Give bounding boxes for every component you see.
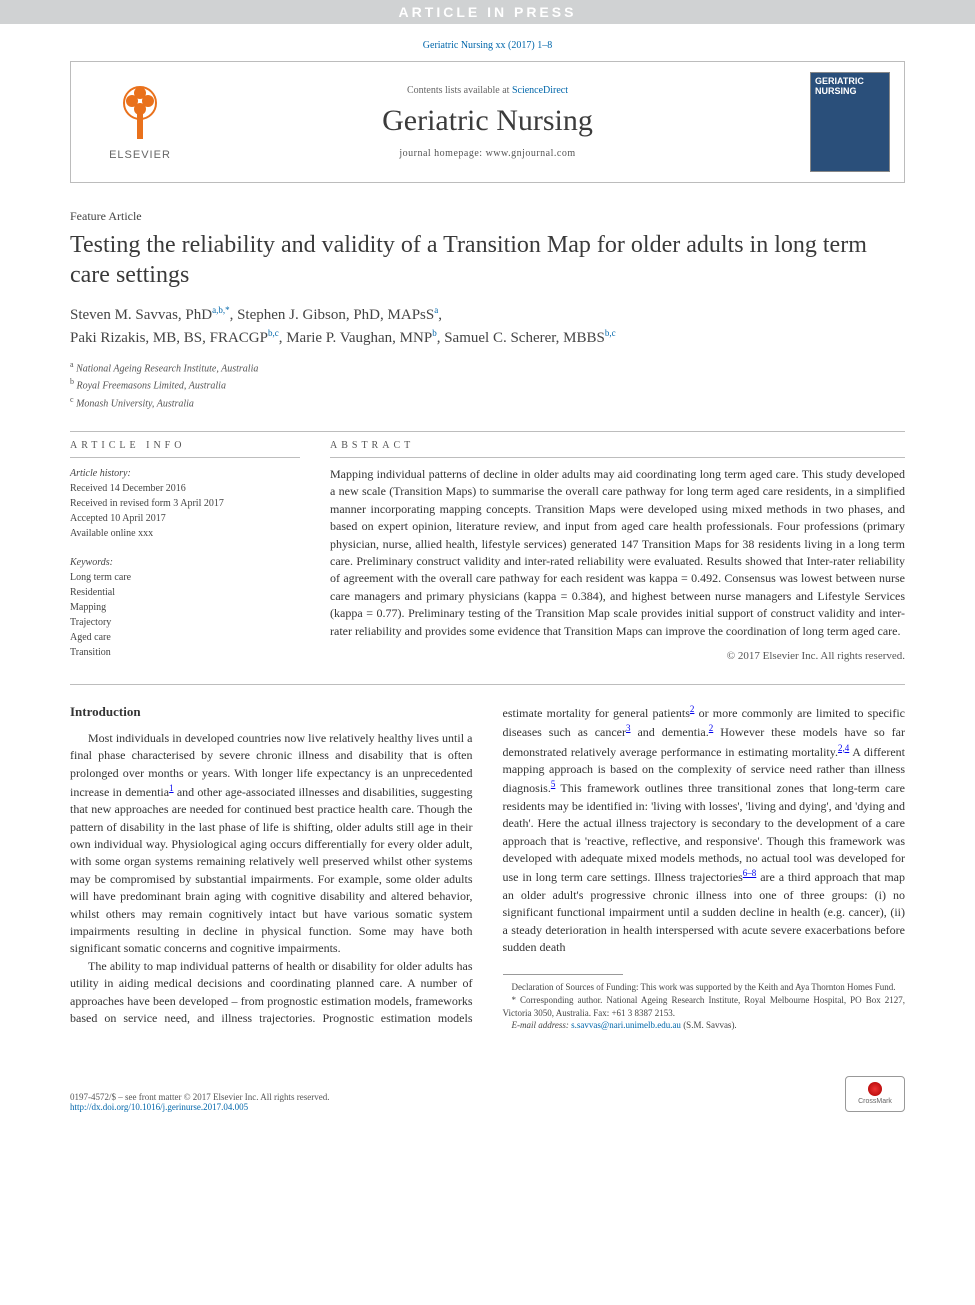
- author-3: Paki Rizakis, MB, BS, FRACGP: [70, 330, 268, 346]
- ref-24[interactable]: 2,4: [838, 743, 849, 753]
- author-sep-2: ,: [438, 307, 442, 323]
- author-5-aff[interactable]: b,c: [605, 328, 616, 338]
- citation-link[interactable]: Geriatric Nursing xx (2017) 1–8: [423, 40, 552, 51]
- footnote-funding: Declaration of Sources of Funding: This …: [503, 981, 906, 994]
- journal-masthead: ELSEVIER Contents lists available at Sci…: [70, 61, 905, 183]
- keyword-5: Transition: [70, 647, 111, 658]
- footnote-rule: [503, 974, 623, 975]
- abstract-body: Mapping individual patterns of decline i…: [330, 458, 905, 640]
- keyword-3: Trajectory: [70, 617, 111, 628]
- journal-cover-thumb: GERIATRIC NURSING: [810, 72, 890, 172]
- author-3-aff[interactable]: b,c: [268, 328, 279, 338]
- article-info-col: article info Article history: Received 1…: [70, 432, 300, 662]
- author-1: Steven M. Savvas, PhD: [70, 307, 212, 323]
- crossmark-badge[interactable]: CrossMark: [845, 1076, 905, 1112]
- footer-doi-link[interactable]: http://dx.doi.org/10.1016/j.gerinurse.20…: [70, 1102, 248, 1112]
- crossmark-label: CrossMark: [858, 1098, 892, 1105]
- p1b: and other age-associated illnesses and d…: [70, 785, 473, 956]
- affiliation-c: Monash University, Australia: [76, 398, 194, 409]
- elsevier-logo-icon: [110, 83, 170, 143]
- author-sep-3: , Marie P. Vaughan, MNP: [279, 330, 432, 346]
- article-type: Feature Article: [70, 209, 905, 224]
- journal-homepage-line: journal homepage: www.gnjournal.com: [205, 148, 770, 159]
- affiliation-a: National Ageing Research Institute, Aust…: [76, 363, 258, 374]
- abstract-heading: abstract: [330, 432, 905, 458]
- publisher-block: ELSEVIER: [85, 83, 195, 161]
- author-1-aff[interactable]: a,b,*: [212, 305, 230, 315]
- p2c: and dementia.: [631, 725, 709, 739]
- history-received: Received 14 December 2016: [70, 483, 186, 494]
- history-head: Article history:: [70, 468, 131, 479]
- author-sep-1: , Stephen J. Gibson, PhD, MAPsS: [230, 307, 435, 323]
- article-in-press-banner: ARTICLE IN PRESS: [0, 0, 975, 24]
- citation-line: Geriatric Nursing xx (2017) 1–8: [70, 24, 905, 61]
- abstract-col: abstract Mapping individual patterns of …: [330, 432, 905, 662]
- history-accepted: Accepted 10 April 2017: [70, 513, 166, 524]
- footnote-email-link[interactable]: s.savvas@nari.unimelb.edu.au: [571, 1020, 681, 1030]
- history-revised: Received in revised form 3 April 2017: [70, 498, 224, 509]
- authors-block: Steven M. Savvas, PhDa,b,*, Stephen J. G…: [70, 304, 905, 349]
- footer-issn: 0197-4572/$ – see front matter © 2017 El…: [70, 1092, 330, 1102]
- crossmark-icon: [868, 1082, 882, 1096]
- page-footer: 0197-4572/$ – see front matter © 2017 El…: [0, 1076, 975, 1122]
- cover-thumb-wrap: GERIATRIC NURSING: [780, 72, 890, 172]
- footnotes-block: Declaration of Sources of Funding: This …: [503, 981, 906, 1031]
- journal-name: Geriatric Nursing: [205, 104, 770, 138]
- keyword-0: Long term care: [70, 572, 131, 583]
- footnote-email-suffix: (S.M. Savvas).: [681, 1020, 737, 1030]
- contents-prefix: Contents lists available at: [407, 85, 512, 96]
- contents-lists-line: Contents lists available at ScienceDirec…: [205, 85, 770, 96]
- intro-para-1: Most individuals in developed countries …: [70, 730, 473, 958]
- author-sep-4: , Samuel C. Scherer, MBBS: [437, 330, 605, 346]
- affiliations-block: a National Ageing Research Institute, Au…: [70, 359, 905, 411]
- divider-full: [70, 684, 905, 685]
- footnote-corresponding: * Corresponding author. National Ageing …: [503, 994, 906, 1019]
- history-online: Available online xxx: [70, 528, 153, 539]
- keyword-1: Residential: [70, 587, 115, 598]
- homepage-url[interactable]: www.gnjournal.com: [486, 148, 576, 159]
- keyword-2: Mapping: [70, 602, 106, 613]
- article-info-heading: article info: [70, 432, 300, 458]
- publisher-name: ELSEVIER: [85, 149, 195, 161]
- article-title: Testing the reliability and validity of …: [70, 230, 905, 290]
- sciencedirect-link[interactable]: ScienceDirect: [512, 85, 568, 96]
- keyword-4: Aged care: [70, 632, 111, 643]
- abstract-copyright: © 2017 Elsevier Inc. All rights reserved…: [330, 650, 905, 662]
- p2f: This framework outlines three transition…: [503, 781, 906, 884]
- footnote-email-label: E-mail address:: [512, 1020, 572, 1030]
- homepage-label: journal homepage:: [399, 148, 485, 159]
- body-two-column: Introduction Most individuals in develop…: [70, 703, 905, 1032]
- ref-68[interactable]: 6–8: [743, 868, 757, 878]
- introduction-heading: Introduction: [70, 703, 473, 722]
- keywords-head: Keywords:: [70, 555, 300, 570]
- affiliation-b: Royal Freemasons Limited, Australia: [77, 381, 226, 392]
- cover-label-2: NURSING: [815, 87, 885, 97]
